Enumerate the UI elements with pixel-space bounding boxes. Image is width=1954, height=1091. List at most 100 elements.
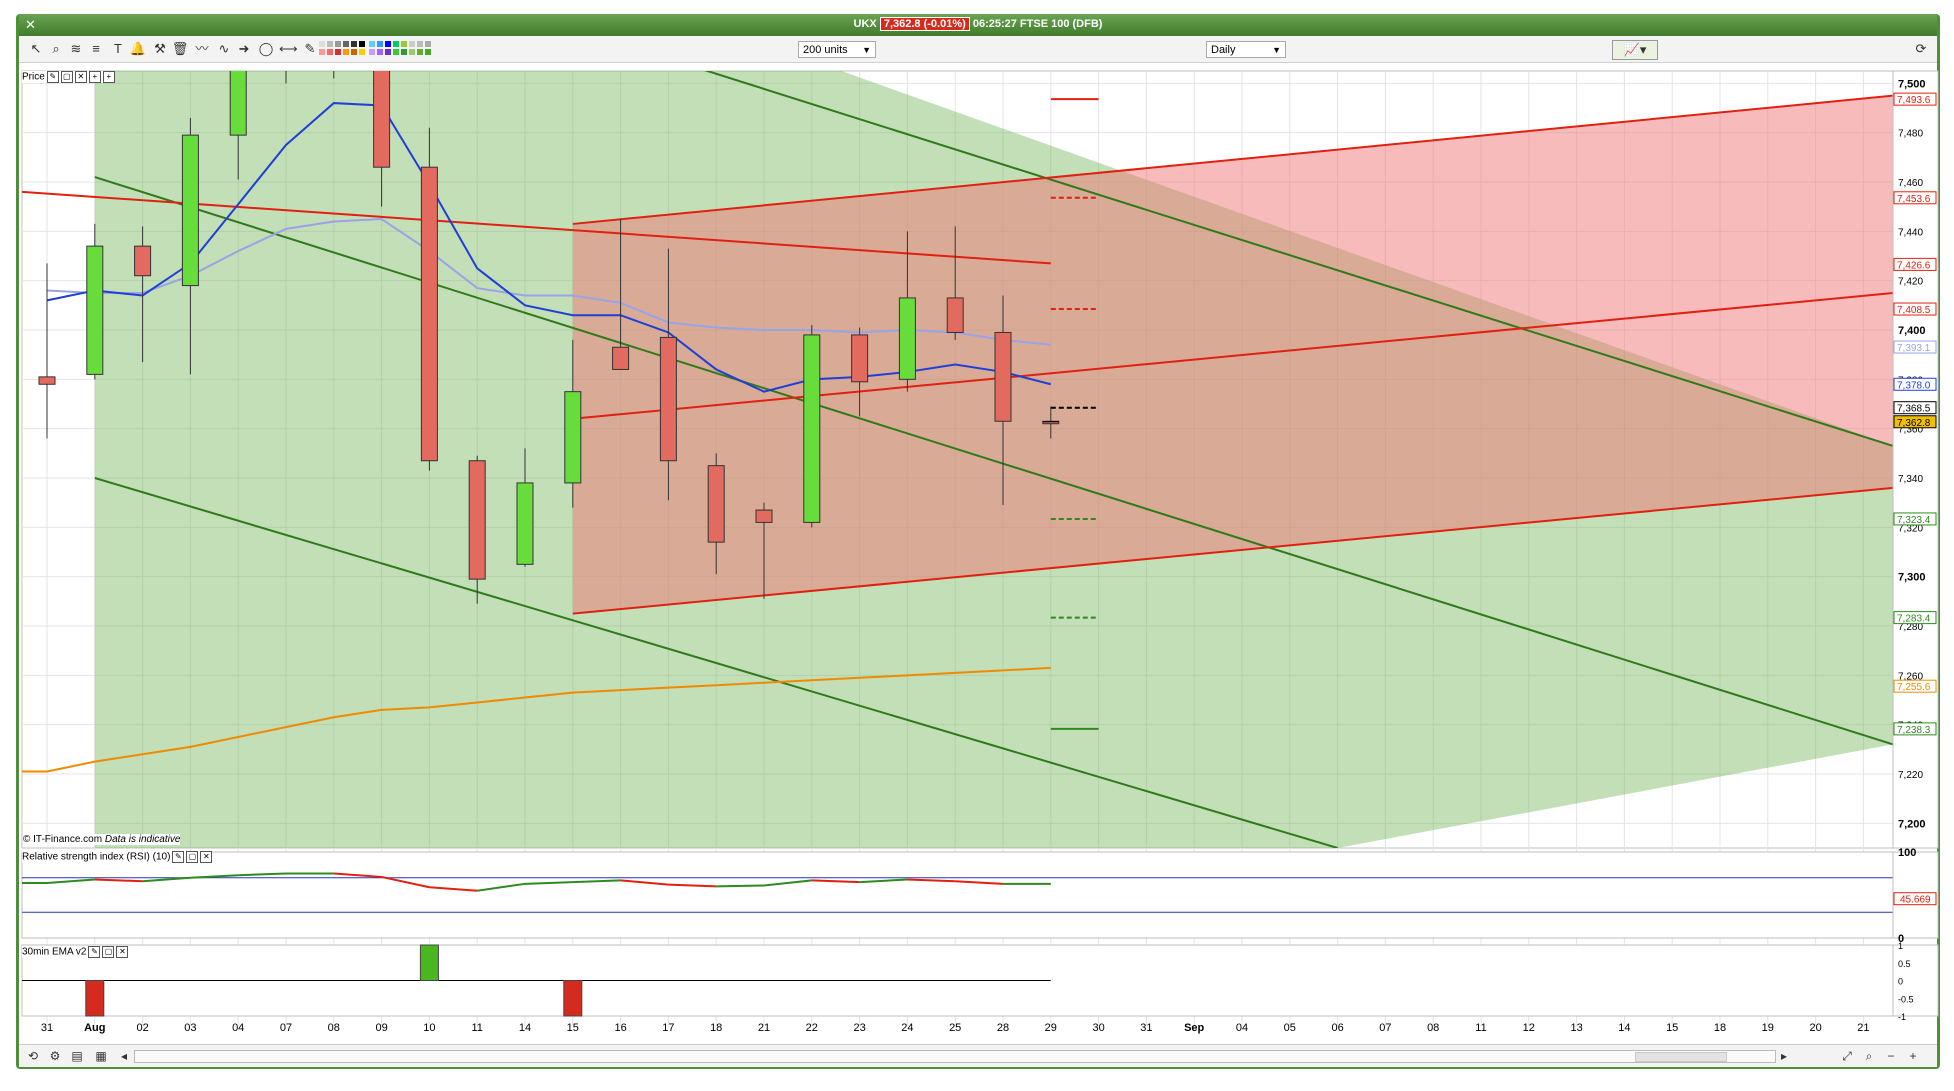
ellipse-icon[interactable]: ◯ [258,41,274,56]
price-label-box [1893,377,1937,391]
zoom-out-icon[interactable]: − [1887,1049,1895,1063]
chevron-down-icon: ▼ [862,45,871,55]
zoom-icon[interactable]: ⌕ [52,41,60,56]
scroll-thumb[interactable] [1635,1052,1727,1062]
hline-icon[interactable]: ⟷ [279,41,298,56]
rsi-line-segment [381,875,430,889]
rsi-panel-label[interactable]: Relative strength index (RSI) (10) ✎ ▢ ✕ [22,851,213,863]
alert-icon[interactable]: 🔔 [129,41,147,56]
candle-body [946,297,964,333]
units-select[interactable]: 200 units ▼ [798,41,876,58]
green-channel-mid [94,176,1893,746]
add-icon[interactable]: + [88,71,101,83]
x-tick-label: 15 [1666,1022,1678,1034]
pencil-icon[interactable]: ✎ [304,41,316,56]
settings-icon[interactable]: ⚙ [49,1049,61,1063]
x-tick-label: 18 [1714,1022,1726,1034]
wrench-icon[interactable]: ✎ [46,71,59,83]
tools-icon[interactable]: ⚒ [154,41,166,56]
window-icon[interactable]: ▢ [186,851,199,863]
zoom-fit-icon[interactable]: ⌕ [1865,1049,1873,1063]
scroll-right-icon[interactable]: ▸ [1780,1049,1788,1063]
price-label-box [1893,722,1937,736]
price-label: 7,453.6 [1897,194,1931,205]
price-label: 7,238.3 [1897,725,1931,736]
price-label-box [1893,191,1937,205]
x-tick-label: 11 [1475,1022,1486,1034]
arrow-icon[interactable]: ➜ [238,41,250,56]
rsi-line-segment [668,883,717,888]
x-tick-label: 09 [375,1022,387,1034]
series-ma-blue [46,102,1052,393]
window-icon[interactable]: ▢ [60,71,73,83]
trash-icon[interactable]: 🗑 [171,41,189,56]
chart-style-icon[interactable]: 📈▾ [1612,40,1658,60]
rsi-line-segment [429,886,478,892]
price-label: 7,426.6 [1897,260,1931,271]
rsi-panel-title: Relative strength index (RSI) (10) [22,851,171,863]
price-label: 7,378.0 [1897,380,1931,391]
candle-body [755,509,773,523]
trend-icon[interactable]: 〰 [195,41,209,56]
color-palette[interactable] [319,41,441,57]
text-icon[interactable]: T [114,41,122,56]
units-select-value: 200 units [803,44,848,56]
candle-body [659,336,677,462]
y-tick-label: 7,440 [1898,227,1923,238]
x-tick-label: 29 [1045,1022,1057,1034]
copyright-text: © IT-Finance.com [23,834,103,845]
x-tick-label: 07 [280,1022,292,1034]
raff-icon[interactable]: ≡ [92,41,100,56]
price-panel-title: Price [22,71,45,83]
fib-icon[interactable]: ≋ [70,41,82,56]
rsi-line-segment [620,879,669,886]
ema-bar [563,980,583,1017]
candle-body [898,297,916,380]
zoom-in-icon[interactable]: + [1909,1049,1917,1063]
series-ma-orange [22,666,1051,773]
y-tick-label: 7,400 [1898,325,1926,337]
window-controls[interactable]: ✕ [25,17,41,32]
rsi-line-segment [955,880,1004,885]
series-ma-light [46,217,1051,346]
add-indicator-icon[interactable]: + [102,71,115,83]
horizontal-scrollbar[interactable] [134,1050,1776,1063]
rsi-line-segment [238,872,287,877]
rsi-line-segment [46,878,95,884]
interval-select[interactable]: Daily ▼ [1206,41,1286,58]
wave-icon[interactable]: ∿ [218,41,230,56]
x-tick-label: 13 [1570,1022,1582,1034]
x-tick-label: 08 [328,1022,340,1034]
scroll-left-icon[interactable]: ◂ [120,1049,128,1063]
price-label-box [1893,611,1937,625]
close-icon[interactable]: ✕ [200,851,213,863]
rsi-line-segment [811,879,860,884]
x-tick-label: 20 [1809,1022,1821,1034]
candle-body [516,482,534,565]
x-tick-label: 23 [853,1022,865,1034]
cursor-icon[interactable]: ↖ [30,41,42,56]
x-tick-label: 02 [136,1022,148,1034]
close-icon[interactable]: ✕ [74,71,87,83]
rsi-line-segment [572,879,621,884]
window-icon[interactable]: ▢ [102,946,115,958]
x-tick-label: 22 [806,1022,818,1034]
x-tick-label: 28 [997,1022,1009,1034]
candle-body [38,376,56,385]
wrench-icon[interactable]: ✎ [88,946,101,958]
close-icon[interactable]: ✕ [116,946,129,958]
refresh-icon[interactable]: ⟳ [1915,41,1927,56]
price-panel-label[interactable]: Price ✎ ▢ ✕ + + [22,71,115,83]
layers-icon[interactable]: ▤ [71,1049,83,1063]
grid-icon[interactable]: ▦ [95,1049,107,1063]
rsi-tick-label: 100 [1898,847,1916,859]
fit-icon[interactable]: ⤢ [1842,1049,1852,1063]
x-tick-label: 21 [1857,1022,1869,1034]
wrench-icon[interactable]: ✎ [172,851,185,863]
ema-panel-label[interactable]: 30min EMA v2 ✎ ▢ ✕ [22,946,129,958]
price-label-box [1893,340,1937,354]
refresh-chart-icon[interactable]: ⟲ [27,1049,39,1063]
candle-body [564,391,582,484]
x-tick-label: Sep [1184,1022,1204,1034]
